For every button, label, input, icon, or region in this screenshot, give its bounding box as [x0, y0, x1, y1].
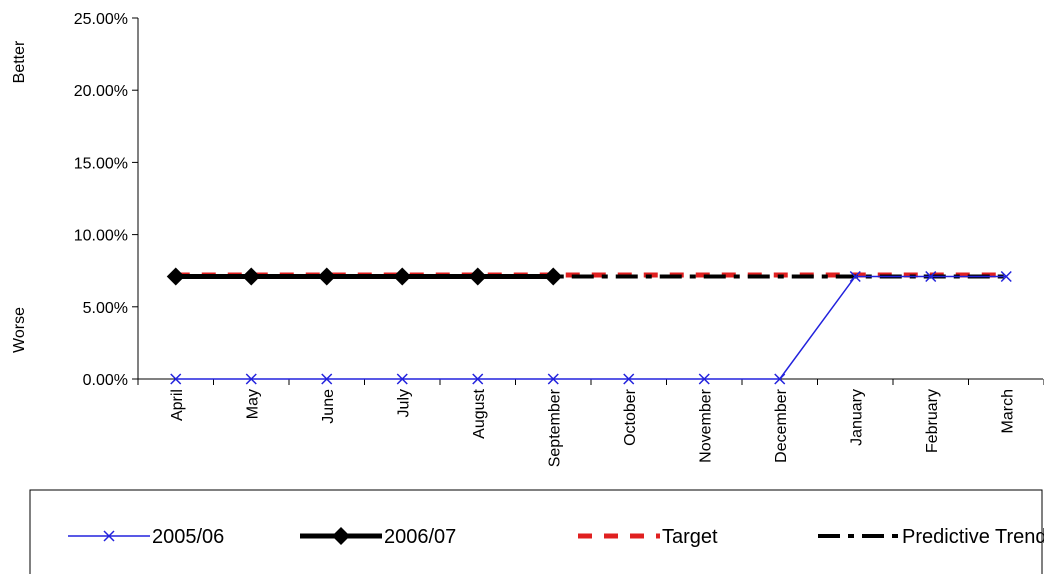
x-tick-label: September: [546, 388, 563, 467]
data-point-2006-07: [242, 267, 261, 286]
x-tick-label: December: [773, 388, 790, 462]
x-tick-label: November: [697, 388, 714, 462]
series-markers: [166, 267, 1012, 385]
data-point-2006-07: [544, 267, 563, 286]
y-tick-label: 20.00%: [74, 83, 128, 100]
x-tick-label: July: [395, 389, 412, 417]
legend-box: [29, 489, 1043, 574]
y-tick-label: 0.00%: [83, 372, 128, 389]
plot-area: 0.00% 5.00% 10.00% 15.00% 20.00% 25.00% April…: [74, 11, 1044, 467]
legend-marker: [103, 530, 115, 542]
x-tick-label: October: [622, 388, 639, 446]
x-tick-label: April: [169, 389, 186, 421]
y-tick-label: 5.00%: [83, 300, 128, 317]
x-ticks: April May June July August September October No…: [137, 379, 1044, 467]
data-point-2005-06: [170, 373, 182, 385]
y-tick-label: 15.00%: [74, 155, 128, 172]
data-point-2005-06: [245, 373, 257, 385]
data-point-2005-06: [849, 270, 861, 283]
data-point-2005-06: [1000, 270, 1012, 283]
side-label-better: Better: [11, 40, 28, 83]
y-tick-label: 10.00%: [74, 228, 128, 245]
data-point-2005-06: [472, 373, 484, 385]
y-ticks: 0.00% 5.00% 10.00% 15.00% 20.00% 25.00%: [74, 11, 138, 389]
x-tick-label: August: [471, 388, 488, 438]
data-point-2006-07: [468, 267, 487, 286]
data-point-2005-06: [774, 373, 786, 385]
data-point-2006-07: [317, 267, 336, 286]
legend-label: Predictive Trend: [902, 526, 1044, 548]
side-label-worse: Worse: [11, 307, 28, 353]
legend-marker: [332, 527, 350, 545]
x-tick-label: June: [320, 389, 337, 424]
data-point-2005-06: [698, 373, 710, 385]
data-point-2006-07: [393, 267, 412, 286]
y-tick-label: 25.00%: [74, 11, 128, 28]
data-point-2005-06: [396, 373, 408, 385]
x-tick-label: February: [924, 389, 941, 453]
x-tick-label: May: [244, 389, 261, 419]
legend-label: 2005/06: [152, 526, 224, 548]
legend-label: Target: [662, 526, 718, 548]
data-point-2005-06: [623, 373, 635, 385]
data-point-2005-06: [547, 373, 559, 385]
data-point-2005-06: [925, 270, 937, 283]
legend-label: 2006/07: [384, 526, 456, 548]
data-point-2005-06: [321, 373, 333, 385]
series-line-2005-06: [175, 275, 1007, 380]
x-tick-label: March: [999, 389, 1016, 433]
x-tick-label: January: [848, 389, 865, 446]
data-point-2006-07: [166, 267, 185, 286]
legend: 2005/06 2006/07 Target Predictive Trend: [29, 489, 1044, 574]
series-lines: [175, 272, 1007, 380]
